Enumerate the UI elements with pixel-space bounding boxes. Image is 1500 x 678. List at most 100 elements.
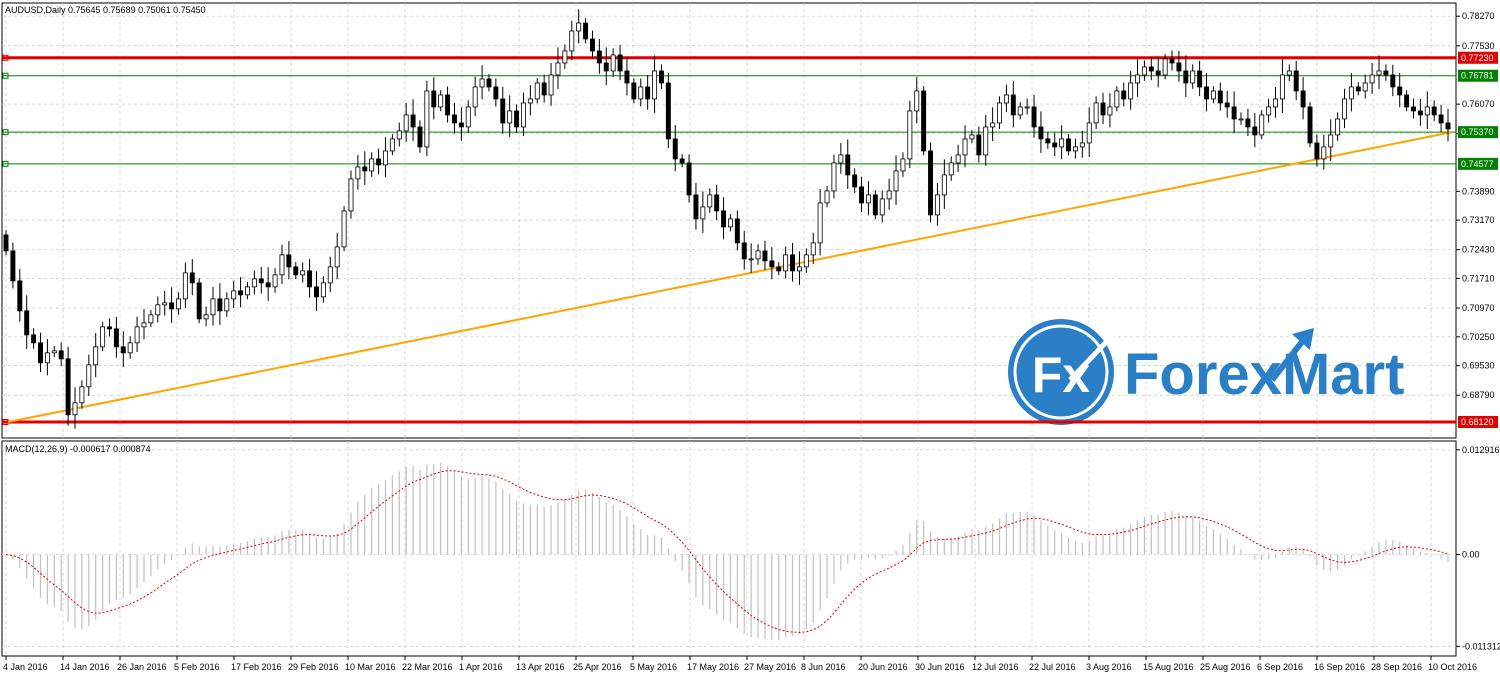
candle [721, 197, 727, 240]
candle-body [458, 122, 464, 128]
candle [693, 182, 699, 230]
price-tick-label: 0.76070 [1462, 99, 1495, 109]
candle-body [665, 82, 671, 140]
candle-body [334, 246, 340, 268]
candle [769, 247, 775, 280]
candle [1155, 57, 1161, 88]
candle [1314, 134, 1320, 167]
candle [1355, 82, 1361, 96]
candle-body [555, 62, 561, 76]
candle-body [1197, 70, 1203, 88]
candle-body [231, 290, 237, 300]
candle [914, 77, 920, 124]
candle [1411, 98, 1416, 119]
candle-body [486, 78, 492, 88]
candle [1321, 134, 1327, 170]
candle [514, 104, 520, 133]
candle [741, 230, 747, 270]
candle [1204, 73, 1209, 112]
chart-title: AUDUSD,Daily 0.75645 0.75689 0.75061 0.7… [5, 5, 206, 15]
candle-body [1355, 86, 1361, 92]
candle-body [872, 194, 878, 216]
candle [845, 139, 851, 189]
candle [617, 44, 623, 81]
candle [796, 251, 802, 285]
candle-body [721, 210, 727, 228]
candle [417, 120, 423, 153]
price-tick-label: 0.70250 [1462, 332, 1495, 342]
candle-body [928, 150, 934, 216]
candle [431, 77, 437, 120]
price-tick-label: 0.73170 [1462, 215, 1495, 225]
macd-pane [1, 440, 1457, 657]
candle [251, 270, 257, 295]
candle [1190, 64, 1196, 89]
candle [314, 271, 319, 311]
candle-body [245, 286, 250, 296]
candle-body [258, 278, 264, 284]
candle [879, 190, 885, 223]
candle-body [438, 94, 444, 108]
candle-body [500, 98, 506, 124]
date-tick-label: 17 May 2016 [687, 662, 739, 672]
candle-body [631, 82, 637, 100]
candle [859, 176, 865, 213]
candle [665, 72, 671, 149]
candle-body [24, 310, 30, 336]
candle-body [1003, 94, 1009, 104]
candle [231, 280, 237, 309]
candle [107, 318, 112, 337]
candle [1010, 81, 1016, 128]
date-tick-label: 3 Aug 2016 [1086, 662, 1132, 672]
candle-body [100, 326, 106, 348]
candle [1273, 86, 1278, 118]
candle [790, 242, 796, 282]
logo-arrow-icon [1068, 336, 1112, 382]
date-tick-label: 27 May 2016 [744, 662, 796, 672]
candle-body [507, 110, 513, 124]
candle [410, 99, 416, 141]
candle [1252, 113, 1258, 148]
macd-axis: 0.012916 0.00 -0.011312 [1456, 445, 1500, 651]
forexmart-logo: Fx ForexMart [1008, 319, 1404, 425]
price-tick-label: 0.69530 [1462, 361, 1495, 371]
candle [824, 186, 830, 208]
candle [472, 76, 478, 117]
candle-body [955, 154, 961, 164]
date-tick-label: 28 Sep 2016 [1371, 662, 1422, 672]
candle [307, 258, 313, 298]
candle-body [1148, 66, 1154, 72]
macd-histogram [12, 462, 1449, 641]
candle [196, 278, 202, 324]
candle [238, 277, 244, 308]
candle [783, 246, 789, 279]
candle-body [31, 334, 37, 344]
candle [10, 242, 16, 289]
candle-body [148, 314, 154, 324]
date-tick-label: 29 Feb 2016 [288, 662, 339, 672]
candle [990, 107, 996, 141]
candle [24, 295, 30, 349]
candle [189, 259, 195, 296]
candle [100, 322, 106, 352]
candle [493, 78, 499, 107]
candle-body [286, 254, 292, 268]
level-tags: 0.77230 0.68120 0.76781 0.75370 0.74577 [1458, 51, 1498, 429]
candle [1210, 86, 1216, 104]
candle-body [1038, 126, 1044, 140]
candle-body [1286, 70, 1292, 76]
candle-body [748, 258, 754, 261]
candle [714, 184, 720, 221]
candle [1293, 60, 1299, 101]
candle [1176, 50, 1182, 82]
candle [424, 80, 430, 157]
candle [17, 268, 23, 322]
candle [1376, 55, 1382, 90]
candle [541, 74, 547, 103]
price-tick-label: 0.68790 [1462, 390, 1495, 400]
candle [169, 287, 175, 323]
candle-body [1176, 62, 1182, 72]
candle-body [493, 86, 499, 100]
candle [507, 95, 513, 137]
candle-body [541, 82, 547, 96]
